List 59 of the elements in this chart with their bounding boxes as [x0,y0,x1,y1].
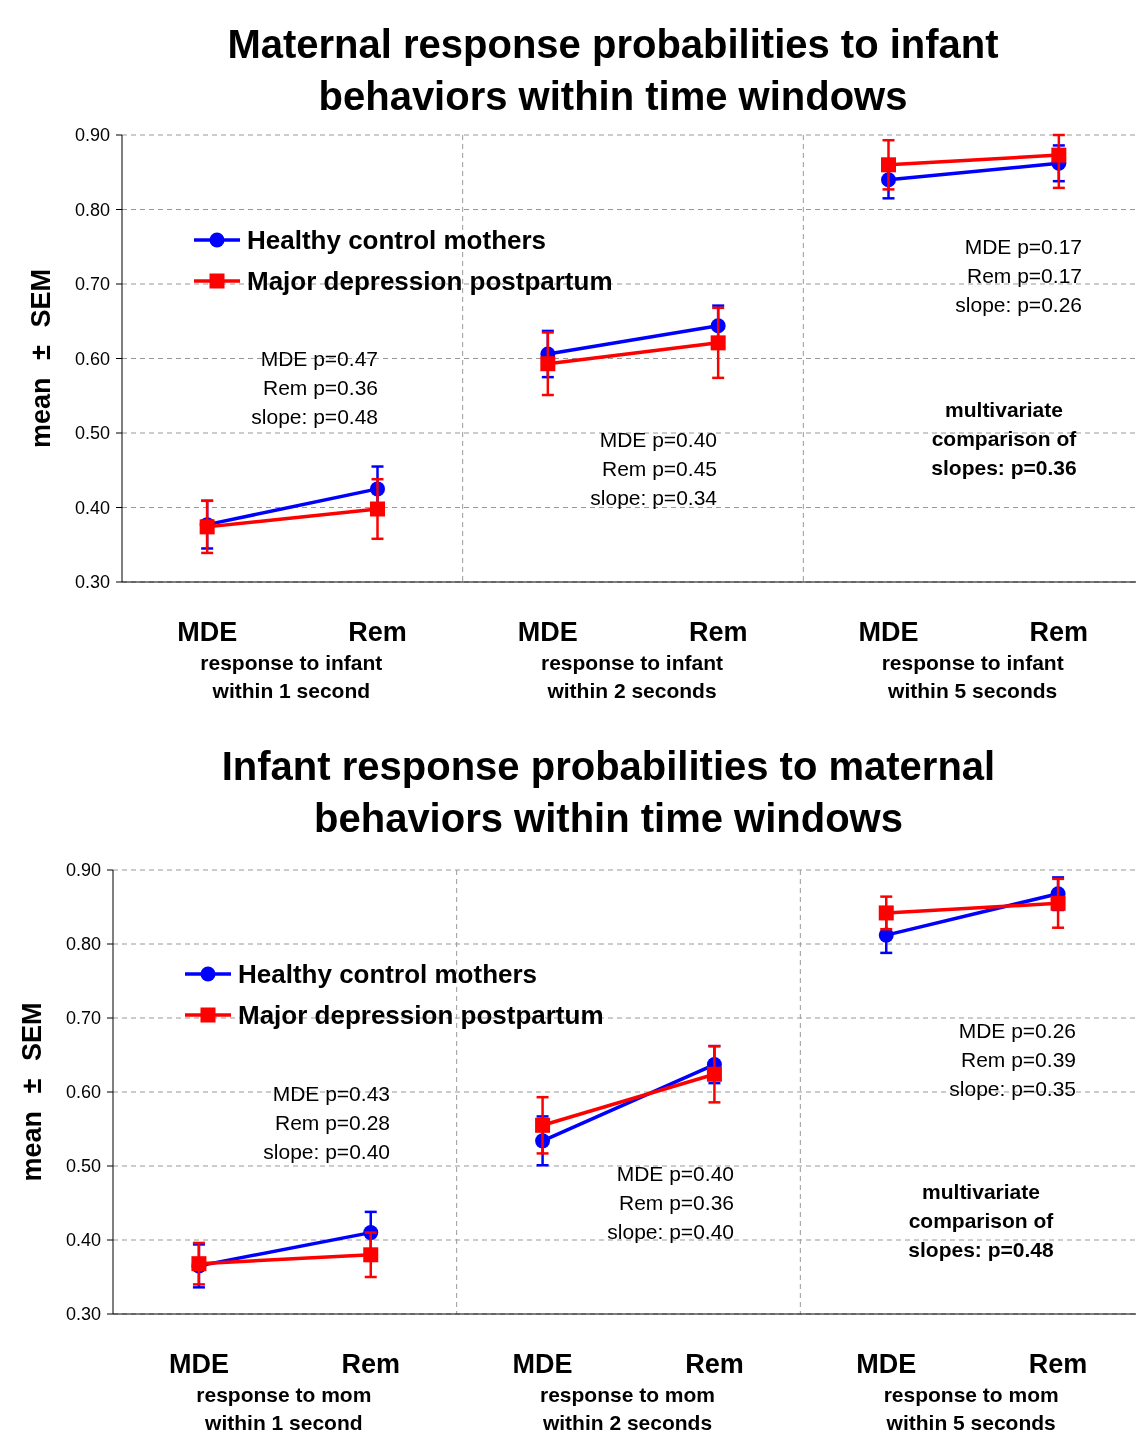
y-axis-title: mean ± SEM [26,269,56,448]
text: response to infant within 1 second [200,651,383,702]
annotation: multivariate comparison of slopes: p=0.48 [908,1180,1055,1261]
annotation: MDE p=0.26 Rem p=0.39 slope: p=0.35 [949,1019,1076,1100]
x-tick-label: MDE [517,617,578,647]
y-tick-label: 0.30 [65,1304,101,1325]
x-tick-label: MDE [856,1349,917,1379]
annotation: MDE p=0.43 Rem p=0.28 slope: p=0.40 [263,1082,390,1163]
chart-title: Maternal response probabilities to infant behaviors within time windows [227,22,999,118]
y-tick-label: 0.50 [74,423,110,444]
text: response to mom within 2 seconds [539,1383,716,1434]
annotation: multivariate comparison of slopes: p=0.36 [931,398,1078,479]
y-tick-label: 0.70 [74,274,110,295]
y-tick-label: 0.90 [65,860,101,881]
y-tick-label: 0.80 [74,199,110,220]
point [706,1066,722,1082]
y-tick-label: 0.70 [65,1008,101,1029]
annotation: MDE p=0.40 Rem p=0.45 slope: p=0.34 [590,428,718,509]
point [540,356,556,372]
text: response to mom within 1 second [196,1383,372,1434]
x-tick-label: MDE [177,617,238,647]
y-tick-label: 0.60 [74,348,110,369]
x-tick-label: Rem [688,617,748,647]
x-tick-label: MDE [512,1349,573,1379]
legend-label: Major depression postpartum [238,1000,604,1031]
legend-label: Healthy control mothers [238,959,538,990]
x-tick-label: MDE [168,1349,229,1379]
point [710,335,726,351]
x-tick-label: Rem [1029,617,1089,647]
y-tick-label: 0.40 [74,497,110,518]
x-tick-label: Rem [348,617,407,647]
text: response to mom within 5 seconds [883,1383,1059,1434]
text: response to infant within 2 seconds [540,651,724,702]
legend-label: Healthy control mothers [247,225,547,256]
point [881,157,896,173]
point [370,501,385,517]
y-tick-label: 0.80 [65,934,101,955]
chart-title: Infant response probabilities to maternal behaviors within time windows [221,744,996,840]
y-tick-label: 0.60 [65,1082,101,1103]
point [878,927,894,943]
annotation: MDE p=0.40 Rem p=0.36 slope: p=0.40 [607,1162,734,1243]
annotation: MDE p=0.47 Rem p=0.36 slope: p=0.48 [251,347,378,428]
x-tick-label: Rem [1028,1349,1088,1379]
y-tick-label: 0.90 [74,125,110,146]
x-tick-label: Rem [341,1349,401,1379]
y-tick-label: 0.50 [65,1156,101,1177]
point [1050,895,1066,911]
point [363,1247,379,1263]
annotation: MDE p=0.17 Rem p=0.17 slope: p=0.26 [955,235,1082,316]
x-tick-label: Rem [685,1349,744,1379]
legend-label: Major depression postpartum [247,266,613,297]
x-tick-label: MDE [858,617,919,647]
point [1051,147,1067,163]
y-tick-label: 0.30 [74,572,110,593]
y-axis-title: mean ± SEM [17,1002,47,1182]
y-tick-label: 0.40 [65,1230,101,1251]
point [535,1117,551,1133]
text: response to infant within 5 seconds [881,651,1064,702]
point [878,905,894,921]
